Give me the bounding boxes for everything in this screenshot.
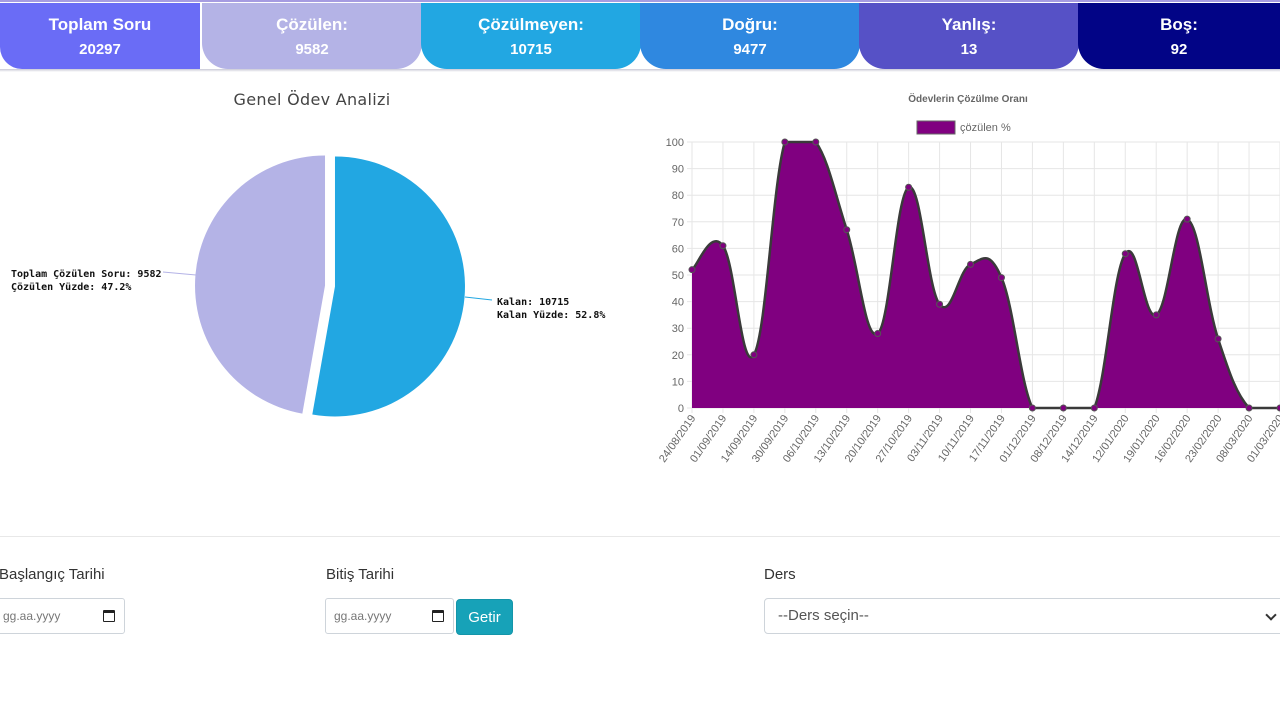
y-tick-label: 50: [672, 270, 684, 282]
calendar-icon[interactable]: [103, 610, 115, 622]
stat-label: Doğru:: [722, 15, 778, 34]
course-select-value: --Ders seçin--: [778, 607, 869, 624]
data-point[interactable]: [1028, 404, 1036, 412]
course-select[interactable]: --Ders seçin--: [764, 598, 1280, 634]
y-tick-label: 60: [672, 243, 684, 255]
data-point[interactable]: [688, 266, 696, 274]
stat-label: Boş:: [1160, 15, 1198, 34]
stat-correct: Doğru: 9477: [640, 3, 860, 69]
end-date-label: Bitiş Tarihi: [326, 566, 395, 583]
calendar-icon[interactable]: [432, 610, 444, 622]
stat-label: Yanlış:: [941, 15, 997, 34]
data-point[interactable]: [812, 138, 820, 146]
stats-shadow: [0, 69, 1280, 72]
stat-total-questions: Toplam Soru 20297: [0, 3, 200, 69]
data-point[interactable]: [997, 274, 1005, 282]
legend-swatch[interactable]: [916, 120, 956, 135]
data-point[interactable]: [1214, 335, 1222, 343]
start-date-input[interactable]: gg.aa.yyyy: [0, 598, 125, 634]
y-tick-label: 40: [672, 297, 684, 309]
y-tick-label: 30: [672, 323, 684, 335]
stat-label: Toplam Soru: [48, 15, 152, 34]
stat-solved: Çözülen: 9582: [202, 3, 422, 69]
section-divider: [0, 536, 1280, 537]
pie-label-remaining-count: Kalan: 10715: [497, 297, 570, 308]
stat-empty: Boş: 92: [1078, 3, 1280, 69]
start-date-placeholder: gg.aa.yyyy: [3, 609, 61, 623]
stats-top-line: [0, 0, 1280, 2]
stat-value: 9582: [295, 41, 329, 58]
chart-title: Ödevlerin Çözülme Oranı: [908, 92, 1028, 105]
series-area: [692, 142, 1280, 408]
start-date-label: Başlangıç Tarihi: [0, 566, 105, 583]
data-point[interactable]: [874, 330, 882, 338]
end-date-input[interactable]: gg.aa.yyyy: [325, 598, 454, 634]
pie-label-solved-percent: Çözülen Yüzde: 47.2%: [11, 282, 132, 293]
pie-label-remaining: Kalan: 10715 Kalan Yüzde: 52.8%: [497, 296, 605, 322]
y-tick-label: 90: [672, 164, 684, 176]
y-tick-label: 10: [672, 376, 684, 388]
pie-title: Genel Ödev Analizi: [233, 90, 391, 109]
end-date-placeholder: gg.aa.yyyy: [334, 609, 392, 623]
y-tick-label: 20: [672, 350, 684, 362]
stat-value: 13: [960, 41, 978, 58]
data-point[interactable]: [1090, 404, 1098, 412]
legend-label: çözülen %: [960, 122, 1011, 134]
data-point[interactable]: [719, 242, 727, 250]
pie-slice-remaining[interactable]: [312, 156, 465, 417]
data-point[interactable]: [1059, 404, 1067, 412]
course-label: Ders: [764, 566, 796, 583]
stat-label: Çözülmeyen:: [478, 15, 584, 34]
x-axis: 24/08/201901/09/201914/09/201930/09/2019…: [657, 413, 1280, 465]
pie-leader-solved: [162, 271, 197, 276]
stat-unsolved: Çözülmeyen: 10715: [421, 3, 641, 69]
data-point[interactable]: [1276, 404, 1280, 412]
data-point[interactable]: [1245, 404, 1253, 412]
pie-label-remaining-percent: Kalan Yüzde: 52.8%: [497, 310, 606, 321]
area-chart: Ödevlerin Çözülme Oranı çözülen % 0 10 20 3…: [657, 92, 1280, 465]
pie-label-solved: Toplam Çözülen Soru: 9582 Çözülen Yüzde:…: [11, 268, 162, 294]
data-point[interactable]: [1121, 250, 1129, 258]
data-point[interactable]: [967, 260, 975, 268]
y-tick-label: 80: [672, 190, 684, 202]
data-point[interactable]: [750, 351, 758, 359]
stat-value: 92: [1170, 41, 1188, 58]
data-point[interactable]: [905, 183, 913, 191]
stats-bar: Toplam Soru 20297 Çözülen: 9582 Çözülmey…: [0, 0, 1280, 72]
pie-chart: [162, 155, 493, 417]
y-tick-label: 100: [666, 137, 684, 149]
stat-value: 20297: [79, 41, 121, 58]
chevron-down-icon: [1265, 609, 1277, 621]
data-point[interactable]: [1183, 215, 1191, 223]
stat-wrong: Yanlış: 13: [859, 3, 1079, 69]
data-point[interactable]: [1152, 311, 1160, 319]
stat-value: 9477: [733, 41, 767, 58]
pie-slice-solved[interactable]: [195, 155, 326, 414]
y-tick-label: 0: [678, 403, 684, 415]
series-points: [688, 138, 1280, 412]
stat-value: 10715: [510, 41, 552, 58]
data-point[interactable]: [843, 226, 851, 234]
submit-button[interactable]: Getir: [456, 599, 513, 635]
pie-leader-remaining: [464, 296, 493, 301]
y-axis: 0 10 20 30 40 50 60 70 80 90 100: [666, 137, 684, 415]
data-point[interactable]: [781, 138, 789, 146]
y-tick-label: 70: [672, 217, 684, 229]
stat-label: Çözülen:: [276, 15, 348, 34]
pie-label-solved-count: Toplam Çözülen Soru: 9582: [11, 269, 162, 280]
data-point[interactable]: [936, 300, 944, 308]
